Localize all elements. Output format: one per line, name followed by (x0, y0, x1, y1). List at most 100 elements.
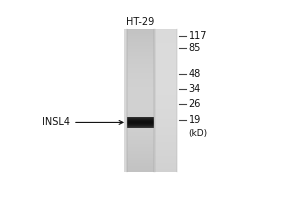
Bar (155, 146, 177, 147)
Bar (155, 51, 177, 52)
Bar (155, 160, 177, 161)
Bar (127, 169, 154, 170)
Bar (155, 128, 177, 129)
Bar (127, 33, 154, 34)
Bar (155, 96, 177, 97)
Bar (155, 163, 177, 164)
Bar (155, 78, 177, 79)
Bar (155, 132, 177, 133)
Bar (127, 32, 154, 33)
Bar (127, 64, 154, 65)
Bar (155, 47, 177, 48)
Bar (155, 69, 177, 70)
Bar (127, 126, 154, 127)
Bar (127, 98, 154, 99)
Bar (155, 158, 177, 159)
Bar (127, 168, 154, 169)
Bar (155, 104, 177, 105)
Bar (155, 151, 177, 152)
Bar (155, 79, 177, 80)
Bar (155, 115, 177, 116)
Bar (155, 156, 177, 157)
Bar (155, 119, 177, 120)
Bar (155, 41, 177, 42)
Bar (127, 39, 154, 40)
Bar (155, 141, 177, 142)
Bar (127, 136, 154, 137)
Bar (155, 65, 177, 66)
Bar (155, 77, 177, 78)
Bar (127, 122, 154, 123)
Bar (127, 107, 154, 108)
Bar (127, 167, 154, 168)
Bar (155, 103, 177, 104)
Bar (155, 71, 177, 72)
Bar (127, 151, 154, 152)
Bar (155, 155, 177, 156)
Bar (127, 62, 154, 63)
Bar (155, 147, 177, 148)
Bar (155, 93, 177, 94)
Bar (127, 162, 154, 163)
Bar (127, 156, 154, 157)
Bar (124, 29, 177, 172)
Bar (127, 29, 154, 30)
Bar (127, 130, 154, 131)
Bar (127, 110, 154, 111)
Bar (155, 168, 177, 169)
Bar (155, 80, 177, 81)
Bar (155, 95, 177, 96)
Bar (127, 170, 154, 171)
Bar (127, 82, 154, 83)
Bar (155, 53, 177, 54)
Bar (155, 60, 177, 61)
Bar (155, 88, 177, 89)
Bar (127, 47, 154, 48)
Bar (127, 147, 154, 148)
Bar (155, 139, 177, 140)
Bar (127, 166, 154, 167)
Bar (127, 50, 154, 51)
Bar (155, 113, 177, 114)
Bar (127, 155, 154, 156)
Bar (127, 158, 154, 159)
Bar (155, 49, 177, 50)
Bar (155, 40, 177, 41)
Text: HT-29: HT-29 (126, 17, 154, 27)
Bar (155, 123, 177, 124)
Bar (127, 165, 154, 166)
Bar (127, 55, 154, 56)
Bar (127, 75, 154, 76)
Bar (127, 106, 154, 107)
Bar (127, 84, 154, 85)
Bar (155, 73, 177, 74)
Bar (127, 152, 154, 153)
Bar (155, 167, 177, 168)
Bar (155, 61, 177, 62)
Bar (127, 140, 154, 141)
Bar (155, 136, 177, 137)
Bar (127, 38, 154, 39)
Bar (127, 35, 154, 36)
Bar (127, 46, 154, 47)
Bar (127, 83, 154, 84)
Bar (155, 99, 177, 100)
Bar (155, 33, 177, 34)
Bar (155, 62, 177, 63)
Bar (127, 34, 154, 35)
Bar (155, 91, 177, 92)
Bar (155, 125, 177, 126)
Bar (155, 142, 177, 143)
Bar (127, 142, 154, 143)
Text: 26: 26 (189, 99, 201, 109)
Bar (127, 139, 154, 140)
Bar (155, 87, 177, 88)
Bar (155, 37, 177, 38)
Bar (127, 61, 154, 62)
Bar (127, 100, 154, 101)
Bar (127, 31, 154, 32)
Bar (155, 162, 177, 163)
Bar (127, 68, 154, 69)
Bar (127, 97, 154, 98)
Bar (155, 43, 177, 44)
